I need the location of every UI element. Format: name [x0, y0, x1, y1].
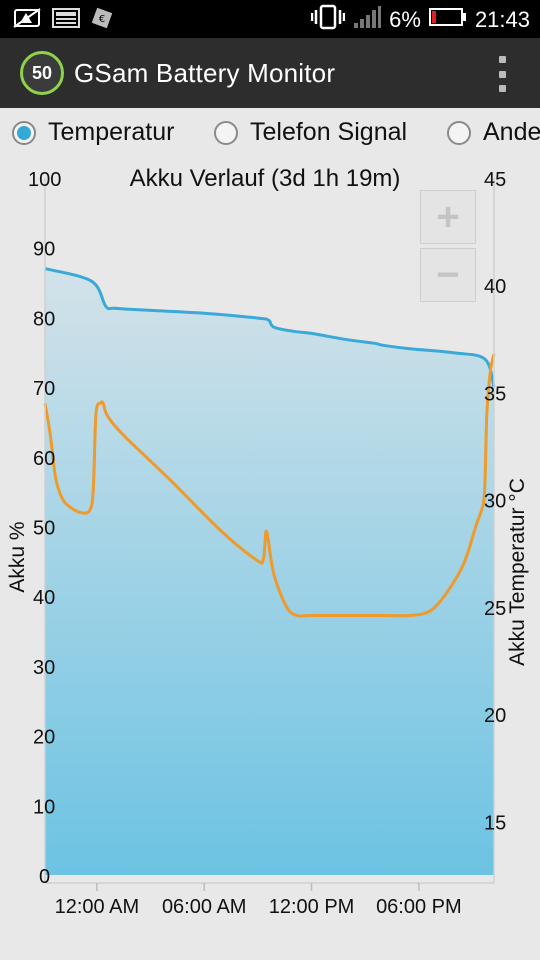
zoom-out-icon: − — [436, 252, 460, 297]
option-temperatur[interactable]: Temperatur — [12, 118, 174, 147]
status-time: 21:43 — [474, 7, 530, 32]
zoom-in-icon: + — [436, 194, 460, 239]
option-telefon-signal[interactable]: Telefon Signal — [214, 118, 407, 147]
status-system: 6% 21:43 — [310, 4, 530, 36]
y-tick-label-left: 40 — [33, 587, 55, 609]
y-tick-label-left: 50 — [33, 518, 55, 540]
x-tick-label: 12:00 AM — [55, 896, 140, 918]
overflow-menu-icon[interactable] — [494, 56, 510, 92]
option-label: Temperatur — [48, 118, 175, 146]
y-tick-label-left: 70 — [33, 378, 55, 400]
y-tick-label-left: 30 — [33, 657, 55, 679]
y-tick-label-left: 80 — [33, 308, 55, 330]
signal-icon — [353, 5, 382, 35]
y-tick-label-left: 20 — [33, 727, 55, 749]
y-axis-label-left: Akku % — [6, 521, 29, 592]
app-logo-text: 50 — [31, 62, 53, 83]
y-tick-label-left: 60 — [33, 448, 55, 470]
y-axis-label-right: Akku Temperatur °C — [506, 478, 529, 666]
battery-icon — [428, 7, 467, 33]
radio-unchecked-icon[interactable] — [214, 120, 238, 145]
battery-chart[interactable]: Akku Verlauf (3d 1h 19m) 0 10 20 30 40 50 60 70… — [0, 160, 540, 935]
temperature-line — [43, 353, 496, 618]
status-bar: € 6% 21:43 — [0, 0, 540, 38]
screenshot-icon — [52, 7, 80, 34]
y-tick-label-right: 45 — [484, 169, 506, 191]
y-tick-label-right: 35 — [484, 383, 506, 405]
notification-icon — [12, 7, 42, 34]
battery-area — [45, 268, 494, 876]
option-andere[interactable]: Andere — [447, 118, 540, 147]
svg-text:€: € — [99, 14, 105, 25]
radio-checked-icon[interactable] — [12, 120, 36, 145]
vibrate-icon — [310, 4, 346, 36]
app-title: GSam Battery Monitor — [74, 58, 336, 88]
x-tick-label: 06:00 AM — [162, 896, 247, 918]
app-icon: € — [90, 6, 114, 35]
y-tick-label-left: 10 — [33, 796, 55, 818]
metric-selector: Temperatur Telefon Signal Andere — [0, 108, 540, 160]
y-tick-label-right: 15 — [484, 812, 506, 834]
option-label: Telefon Signal — [250, 118, 408, 146]
y-tick-label-left: 90 — [33, 239, 55, 261]
y-tick-label-right: 25 — [484, 598, 506, 620]
option-label: Andere — [483, 118, 540, 146]
y-tick-label-right: 40 — [484, 276, 506, 298]
y-tick-label-left: 0 — [39, 866, 50, 888]
radio-unchecked-icon[interactable] — [447, 120, 471, 145]
action-bar: 50 GSam Battery Monitor — [0, 38, 540, 108]
zoom-in-button[interactable]: + — [420, 190, 476, 244]
chart-title: Akku Verlauf (3d 1h 19m) — [130, 165, 401, 192]
status-notifications: € — [12, 6, 114, 35]
y-tick-label-right: 30 — [484, 491, 506, 513]
x-tick-label: 12:00 PM — [269, 896, 355, 918]
battery-line — [44, 267, 496, 388]
y-tick-label-right: 20 — [484, 705, 506, 727]
zoom-out-button[interactable]: − — [420, 248, 476, 302]
app-logo-icon[interactable]: 50 — [20, 51, 64, 95]
x-tick-label: 06:00 PM — [376, 896, 462, 918]
y-tick-label-left: 100 — [28, 169, 61, 191]
battery-percent: 6% — [389, 7, 421, 32]
